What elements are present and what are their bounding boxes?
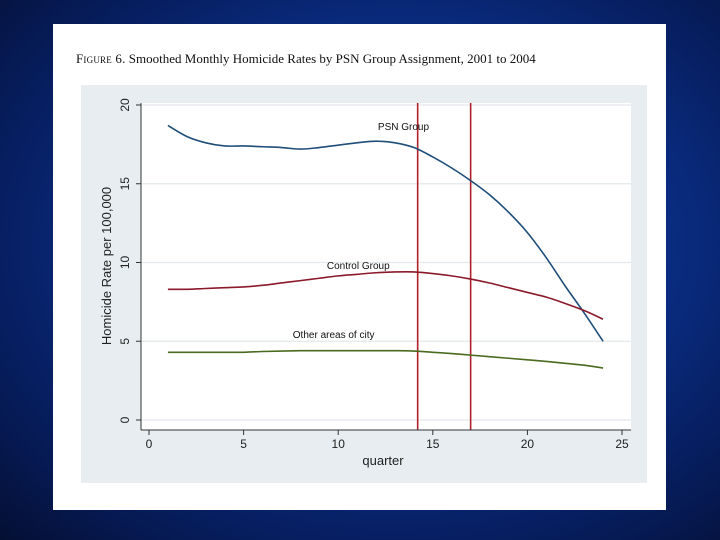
x-tick-label: 10 — [332, 437, 346, 451]
y-tick-label: 5 — [118, 338, 132, 345]
series-label-psn-group: PSN Group — [378, 122, 430, 133]
y-tick-label: 0 — [118, 416, 132, 423]
series-line-psn-group — [167, 124, 604, 342]
figure-label: Figure 6. — [76, 51, 126, 66]
plot-area — [141, 103, 631, 430]
series-line-other-areas-of-city — [167, 349, 604, 369]
y-tick-label: 15 — [118, 177, 132, 191]
series-group — [167, 124, 604, 369]
axes: 0 5 10 15 20 0 5 10 15 20 25 — [118, 98, 631, 451]
y-axis-label: Homicide Rate per 100,000 — [99, 187, 114, 345]
x-axis-label: quarter — [362, 453, 404, 468]
line-chart: PSN Group Control Group Other areas of cit… — [99, 98, 631, 468]
series-label-other-areas-of-city: Other areas of city — [293, 330, 375, 341]
event-lines — [416, 103, 472, 430]
series-line-control-group — [167, 271, 604, 320]
x-tick-label: 5 — [240, 437, 247, 451]
x-tick-label: 25 — [615, 437, 629, 451]
slide-card: Figure 6. Smoothed Monthly Homicide Rate… — [53, 24, 666, 510]
figure-title: Figure 6. Smoothed Monthly Homicide Rate… — [76, 51, 656, 67]
chart-panel: PSN Group Control Group Other areas of cit… — [81, 85, 647, 483]
x-tick-label: 0 — [146, 437, 153, 451]
y-tick-label: 10 — [118, 256, 132, 270]
x-tick-label: 15 — [426, 437, 440, 451]
y-tick-label: 20 — [118, 98, 132, 112]
x-tick-label: 20 — [521, 437, 535, 451]
figure-caption: Smoothed Monthly Homicide Rates by PSN G… — [128, 51, 536, 66]
series-label-control-group: Control Group — [327, 261, 390, 272]
series-labels: PSN Group Control Group Other areas of cit… — [293, 122, 430, 341]
